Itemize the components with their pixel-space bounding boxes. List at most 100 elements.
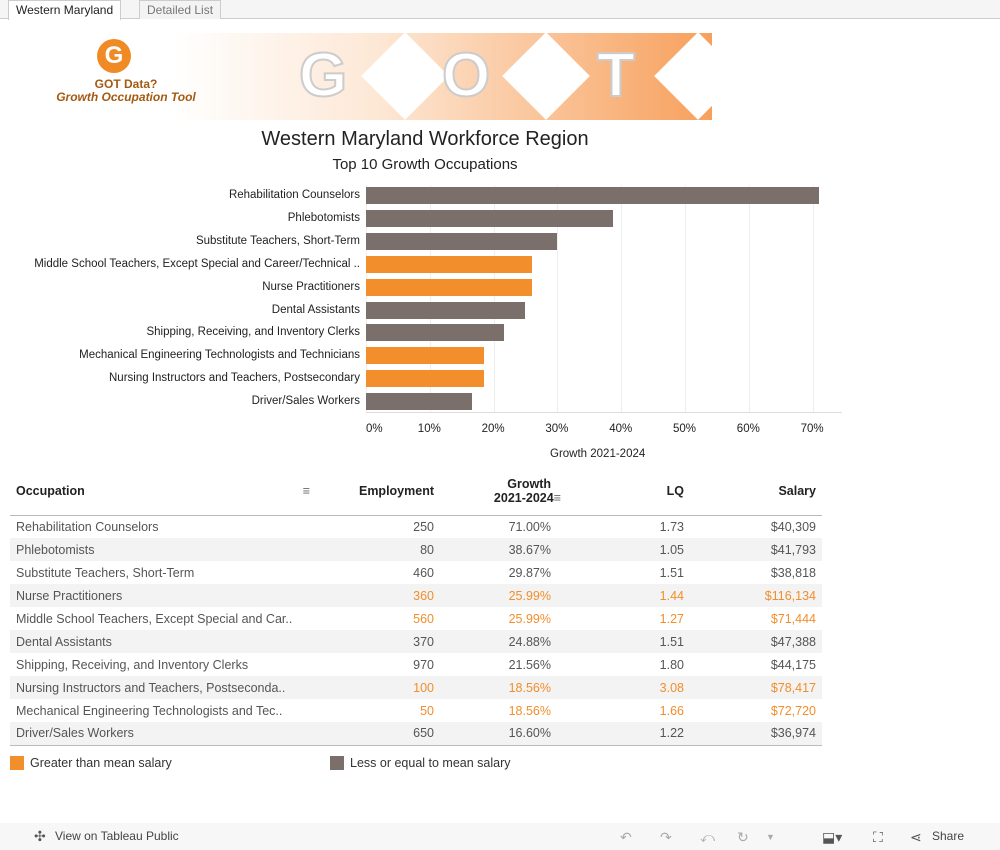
table-row[interactable]: Driver/Sales Workers 650 16.60% 1.22 $36,974 (10, 722, 822, 746)
sort-icon[interactable]: ≡ (302, 483, 310, 498)
cell-occupation: Phlebotomists (10, 538, 330, 561)
legend-swatch (330, 756, 344, 770)
cell-lq: 1.66 (659, 703, 684, 718)
x-tick-label: 20% (481, 423, 505, 435)
logo-text: GOT Data? Growth Occupation Tool (56, 77, 196, 104)
cell-growth: 21.56% (508, 657, 551, 672)
bar[interactable] (366, 255, 532, 273)
col-salary[interactable]: Salary (690, 467, 822, 516)
share-button[interactable]: Share (932, 829, 965, 843)
legend-swatch (10, 756, 24, 770)
cell-growth: 18.56% (440, 676, 565, 699)
x-tick-label: 40% (609, 423, 633, 435)
col-employment[interactable]: Employment (330, 467, 440, 516)
cell-lq: 1.27 (659, 611, 684, 626)
bar[interactable] (366, 278, 532, 296)
view-on-tableau-link[interactable]: View on Tableau Public (55, 829, 179, 843)
cell-lq: 1.73 (659, 519, 684, 534)
cell-growth: 29.87% (508, 565, 551, 580)
occupation-table: Occupation ≡ Employment Growth 2021-2024≡ … (10, 467, 822, 746)
category-label: Rehabilitation Counselors (228, 189, 360, 201)
category-label: Dental Assistants (271, 303, 360, 316)
cell-growth: 25.99% (440, 584, 565, 607)
table-row[interactable]: Mechanical Engineering Technologists and… (10, 699, 822, 722)
gridline (621, 185, 623, 413)
cell-employment: 80 (330, 538, 440, 561)
cell-salary: $40,309 (770, 519, 816, 534)
bar[interactable] (366, 393, 472, 411)
x-tick-label: 10% (417, 423, 441, 435)
bar[interactable] (366, 209, 613, 227)
cell-employment: 360 (330, 584, 440, 607)
banner-letter: G (298, 40, 348, 111)
col-growth[interactable]: Growth 2021-2024≡ (440, 467, 565, 516)
cell-employment: 250 (413, 519, 434, 534)
cell-lq: 1.44 (565, 584, 690, 607)
table-row[interactable]: Shipping, Receiving, and Inventory Clerk… (10, 653, 822, 676)
revert-icon[interactable]: ⤺ (700, 829, 715, 845)
cell-occupation: Nurse Practitioners (10, 584, 330, 607)
cell-occupation: Mechanical Engineering Technologists and… (16, 703, 283, 718)
col-lq[interactable]: LQ (565, 467, 690, 516)
cell-employment: 460 (413, 565, 434, 580)
table-row[interactable]: Phlebotomists 80 38.67% 1.05 $41,793 (10, 538, 822, 561)
refresh-icon[interactable]: ↻ (737, 829, 749, 845)
diamond-shape (654, 33, 712, 120)
legend-above-mean[interactable]: Greater than mean salary (10, 756, 172, 770)
gridline (812, 185, 814, 413)
table-row[interactable]: Rehabilitation Counselors 250 71.00% 1.73 $4… (10, 515, 822, 538)
redo-icon[interactable]: ↷ (660, 829, 672, 845)
cell-salary: $36,974 (690, 722, 822, 746)
bar[interactable] (366, 324, 504, 342)
banner-letter: T (596, 40, 636, 111)
sort-icon[interactable]: ≡ (553, 490, 561, 505)
bar[interactable] (366, 347, 485, 365)
legend-below-mean[interactable]: Less or equal to mean salary (330, 756, 511, 770)
banner-letter: O (441, 40, 491, 111)
table-row[interactable]: Substitute Teachers, Short-Term 460 29.87%… (10, 561, 822, 584)
category-label: Phlebotomists (287, 211, 360, 224)
bar[interactable] (366, 232, 557, 250)
table-row[interactable]: Middle School Teachers, Except Special a… (10, 607, 822, 630)
share-icon[interactable]: ⋖ (910, 829, 922, 845)
x-tick-label: 70% (800, 423, 824, 435)
table-row[interactable]: Nurse Practitioners 360 25.99% 1.44 $116,134 (10, 584, 822, 607)
cell-lq: 1.51 (659, 565, 684, 580)
tab-detailed-list[interactable]: Detailed List (139, 0, 222, 19)
cell-salary: $71,444 (770, 611, 816, 626)
category-label: Nurse Practitioners (262, 280, 360, 293)
category-label: Mechanical Engineering Technologists and… (79, 349, 360, 362)
got-banner: G GOT Data? Growth Occupation Tool G O T (37, 33, 712, 120)
cell-growth: 24.88% (440, 630, 565, 653)
cell-growth: 18.56% (508, 703, 551, 718)
x-tick-label: 30% (545, 423, 569, 435)
gridline (557, 185, 559, 413)
cell-employment: 370 (330, 630, 440, 653)
cell-growth: 25.99% (508, 611, 551, 626)
download-icon[interactable]: ⬓▾ (822, 829, 843, 845)
undo-icon[interactable]: ↶ (620, 829, 632, 845)
col-occupation[interactable]: Occupation ≡ (10, 467, 330, 516)
x-axis-title: Growth 2021-2024 (550, 448, 646, 460)
fullscreen-icon[interactable]: ⛶ (873, 829, 883, 845)
tableau-logo-icon: ✣ (34, 828, 46, 844)
gridline (429, 185, 431, 413)
table-row[interactable]: Dental Assistants 370 24.88% 1.51 $47,388 (10, 630, 822, 653)
gridline (366, 185, 367, 413)
cell-occupation: Driver/Sales Workers (10, 722, 330, 746)
cell-salary: $116,134 (690, 584, 822, 607)
x-tick-label: 60% (736, 423, 760, 435)
cell-salary: $47,388 (690, 630, 822, 653)
sheet-tabs: Western Maryland Detailed List (0, 0, 1000, 20)
chevron-down-icon[interactable]: ▼ (766, 832, 775, 842)
bar[interactable] (366, 187, 819, 204)
cell-occupation: Shipping, Receiving, and Inventory Clerk… (16, 657, 249, 672)
cell-growth: 38.67% (440, 538, 565, 561)
tab-western-maryland[interactable]: Western Maryland (8, 0, 122, 20)
bar[interactable] (366, 370, 485, 388)
tableau-toolbar: ✣ View on Tableau Public ↶ ↷ ⤺ ↻ ▼ ⬓▾ ⛶ … (0, 823, 1000, 850)
page-subtitle: Top 10 Growth Occupations (332, 156, 518, 173)
bar[interactable] (366, 301, 525, 319)
table-row[interactable]: Nursing Instructors and Teachers, Postse… (10, 676, 822, 699)
cell-lq: 1.51 (565, 630, 690, 653)
